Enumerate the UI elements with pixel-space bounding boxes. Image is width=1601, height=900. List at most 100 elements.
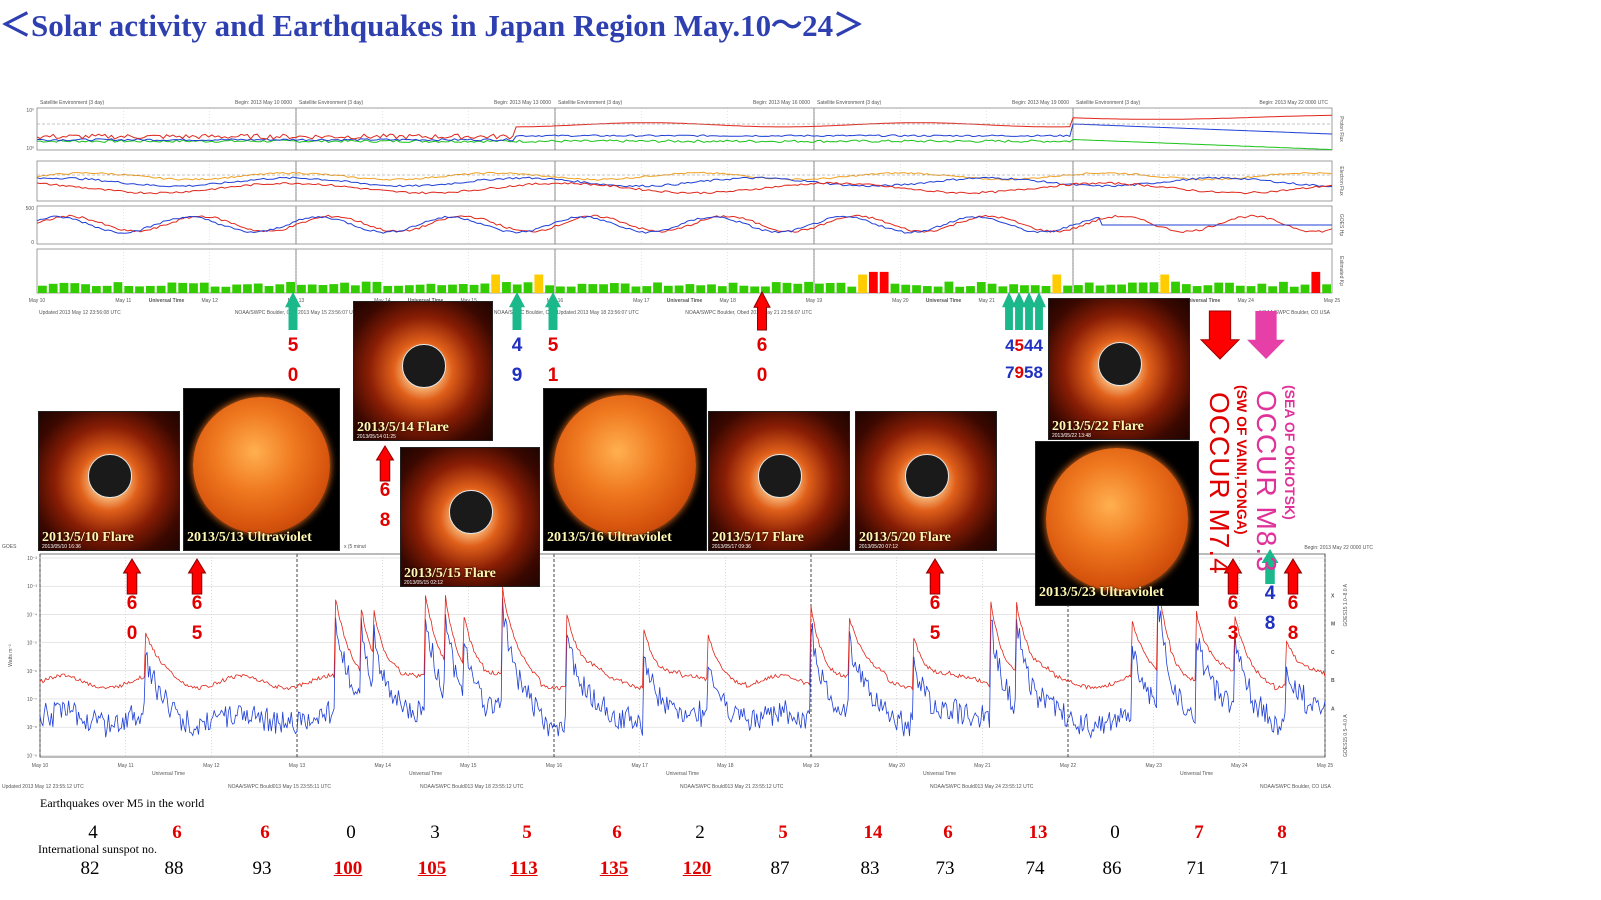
kp-bar <box>901 284 911 293</box>
kp-bar <box>1117 284 1126 293</box>
xray-footer-5: NOAA/SWPC Boulder, CO USA <box>1260 784 1332 790</box>
top-arrow-0 <box>285 292 301 330</box>
kp-bar <box>609 283 619 293</box>
kp-bar <box>739 285 749 293</box>
occur-m74-location: (SW OF VAINI,TONGA) <box>1234 385 1250 535</box>
xray-class-C: C <box>1331 650 1335 656</box>
kp-bar <box>404 285 414 293</box>
kp-bar <box>1084 282 1094 293</box>
kp-bar <box>1063 285 1072 293</box>
kp-bar <box>1052 274 1062 293</box>
kp-bar <box>48 283 58 293</box>
kp-bar <box>728 282 738 293</box>
earthquake-count-may-11: 6 <box>172 822 182 843</box>
top-xtick-2: May 12 <box>201 298 218 304</box>
sun-disk-icon <box>193 397 330 534</box>
top-arrow-cluster-1 <box>1012 292 1026 330</box>
xray-flux-panel: GOES x (5 minut Begin: 2013 May 22 0000 UT… <box>2 544 1373 790</box>
top-header-0-left: Satellite Environment (3 day) <box>40 100 105 106</box>
occur-m83-location: (SEA OF OKHOTSK) <box>1282 385 1298 520</box>
kp-bar <box>307 284 317 293</box>
kp-bar <box>620 283 630 293</box>
top-header-3-left: Satellite Environment (3 day) <box>817 100 882 106</box>
top-header-4-right: Begin: 2013 May 22 0000 UTC <box>1259 100 1328 106</box>
kp-bar <box>825 283 835 293</box>
xray-blue-flux-line <box>39 596 1326 739</box>
xray-footer-3: NOAA/SWPC Bould013 May 21 23:55:12 UTC <box>680 784 784 790</box>
image-timestamp: 2013/05/14 01:25 <box>357 434 396 440</box>
earthquake-count-may-13: 0 <box>346 822 356 843</box>
top-row-frame-0 <box>36 107 1333 151</box>
kp-bar <box>1127 282 1137 293</box>
mid-arrow-6 <box>1283 558 1303 595</box>
occulting-disk-icon <box>758 454 802 498</box>
earthquake-count-may-21: 13 <box>1028 822 1048 843</box>
top-arrow-3 <box>753 290 771 331</box>
kp-bar <box>232 284 242 293</box>
solar-image-7: 2013/05/22 13:48 2013/5/22 Flare <box>1048 298 1190 440</box>
sunspot-count-may-16: 135 <box>599 858 629 879</box>
kp-bar <box>1074 285 1083 293</box>
kp-bar <box>253 283 263 293</box>
electron-blue-line <box>36 176 1333 188</box>
xray-legend-blue: GOES15 0.5–4.0 A <box>1343 714 1349 757</box>
kp-bar <box>415 284 425 293</box>
xray-xtick-6: May 16 <box>546 763 563 769</box>
xray-xtick-10: May 20 <box>888 763 905 769</box>
proton-red-line <box>36 114 1333 140</box>
kp-bar <box>1225 282 1234 293</box>
proton-tick-bottom: 10⁰ <box>26 146 34 152</box>
top-right-label-1: Electron Flux <box>1338 166 1344 196</box>
kp-bar <box>836 282 846 293</box>
kp-bar <box>1181 284 1191 293</box>
mid-arrow-1 <box>187 558 207 595</box>
top-header-2-right: Begin: 2013 May 16 0000 <box>753 100 810 106</box>
kp-bar <box>707 284 716 293</box>
kp-bar <box>750 286 760 293</box>
kp-bar <box>469 284 479 293</box>
mid-arrow-6-digit-1: 6 <box>1288 593 1299 614</box>
occur-m83-arrow <box>1247 311 1285 359</box>
kp-bar <box>1192 286 1202 293</box>
image-caption: 2013/5/15 Flare <box>404 566 496 581</box>
kp-bar <box>1279 281 1288 293</box>
kp-bar <box>1203 285 1213 293</box>
solar-image-3: 2013/05/15 02:12 2013/5/15 Flare <box>400 447 540 587</box>
mid-arrow-5 <box>1261 549 1279 584</box>
kp-bar <box>178 282 188 293</box>
earthquake-count-may-14: 3 <box>430 822 440 843</box>
occulting-disk-icon <box>1098 342 1142 386</box>
sunspot-count-may-17: 120 <box>682 858 712 879</box>
kp-bar <box>653 282 662 293</box>
proton-green-line <box>36 138 1333 151</box>
top-row-frame-1 <box>36 160 1333 202</box>
xray-xtick-5: May 15 <box>460 763 477 769</box>
top-universal-time-4: Universal Time <box>1185 298 1221 304</box>
sunspot-count-may-20: 73 <box>935 858 955 879</box>
kp-bar <box>588 284 598 293</box>
sunspot-count-may-12: 93 <box>252 858 272 879</box>
top-header-3-right: Begin: 2013 May 19 0000 <box>1012 100 1069 106</box>
kp-bar <box>426 283 436 293</box>
top-footer-0-left: Updated 2013 May 12 23:56:08 UTC <box>39 310 121 316</box>
xray-red-flux-line <box>39 585 1326 691</box>
kp-bar <box>761 286 770 293</box>
top-arrow-3-digit-1: 6 <box>757 335 768 356</box>
kp-bar <box>1030 285 1040 293</box>
xray-universal-time-4: Universal Time <box>1180 771 1213 777</box>
kp-bar <box>804 281 813 293</box>
kp-bar <box>987 283 997 293</box>
xray-footer-0: Updated 2013 May 12 23:55:12 UTC <box>2 784 84 790</box>
kp-bar <box>458 284 468 293</box>
mid-arrow-1-digit-1: 6 <box>192 593 203 614</box>
kp-bar <box>577 283 587 293</box>
xray-ytick-3: 10⁻⁵ <box>27 641 37 647</box>
occur-m83-label: OCCUR M8.3 <box>1251 390 1282 573</box>
kp-bar <box>189 283 198 293</box>
sun-disk-icon <box>1045 448 1189 591</box>
kp-bar <box>1246 286 1256 293</box>
xray-ytick-1: 10⁻³ <box>27 584 37 590</box>
top-right-label-3: Estimated Kp <box>1338 256 1344 286</box>
proton-blue-line <box>36 123 1333 142</box>
mid-arrow-2-digit-2: 8 <box>380 510 391 531</box>
